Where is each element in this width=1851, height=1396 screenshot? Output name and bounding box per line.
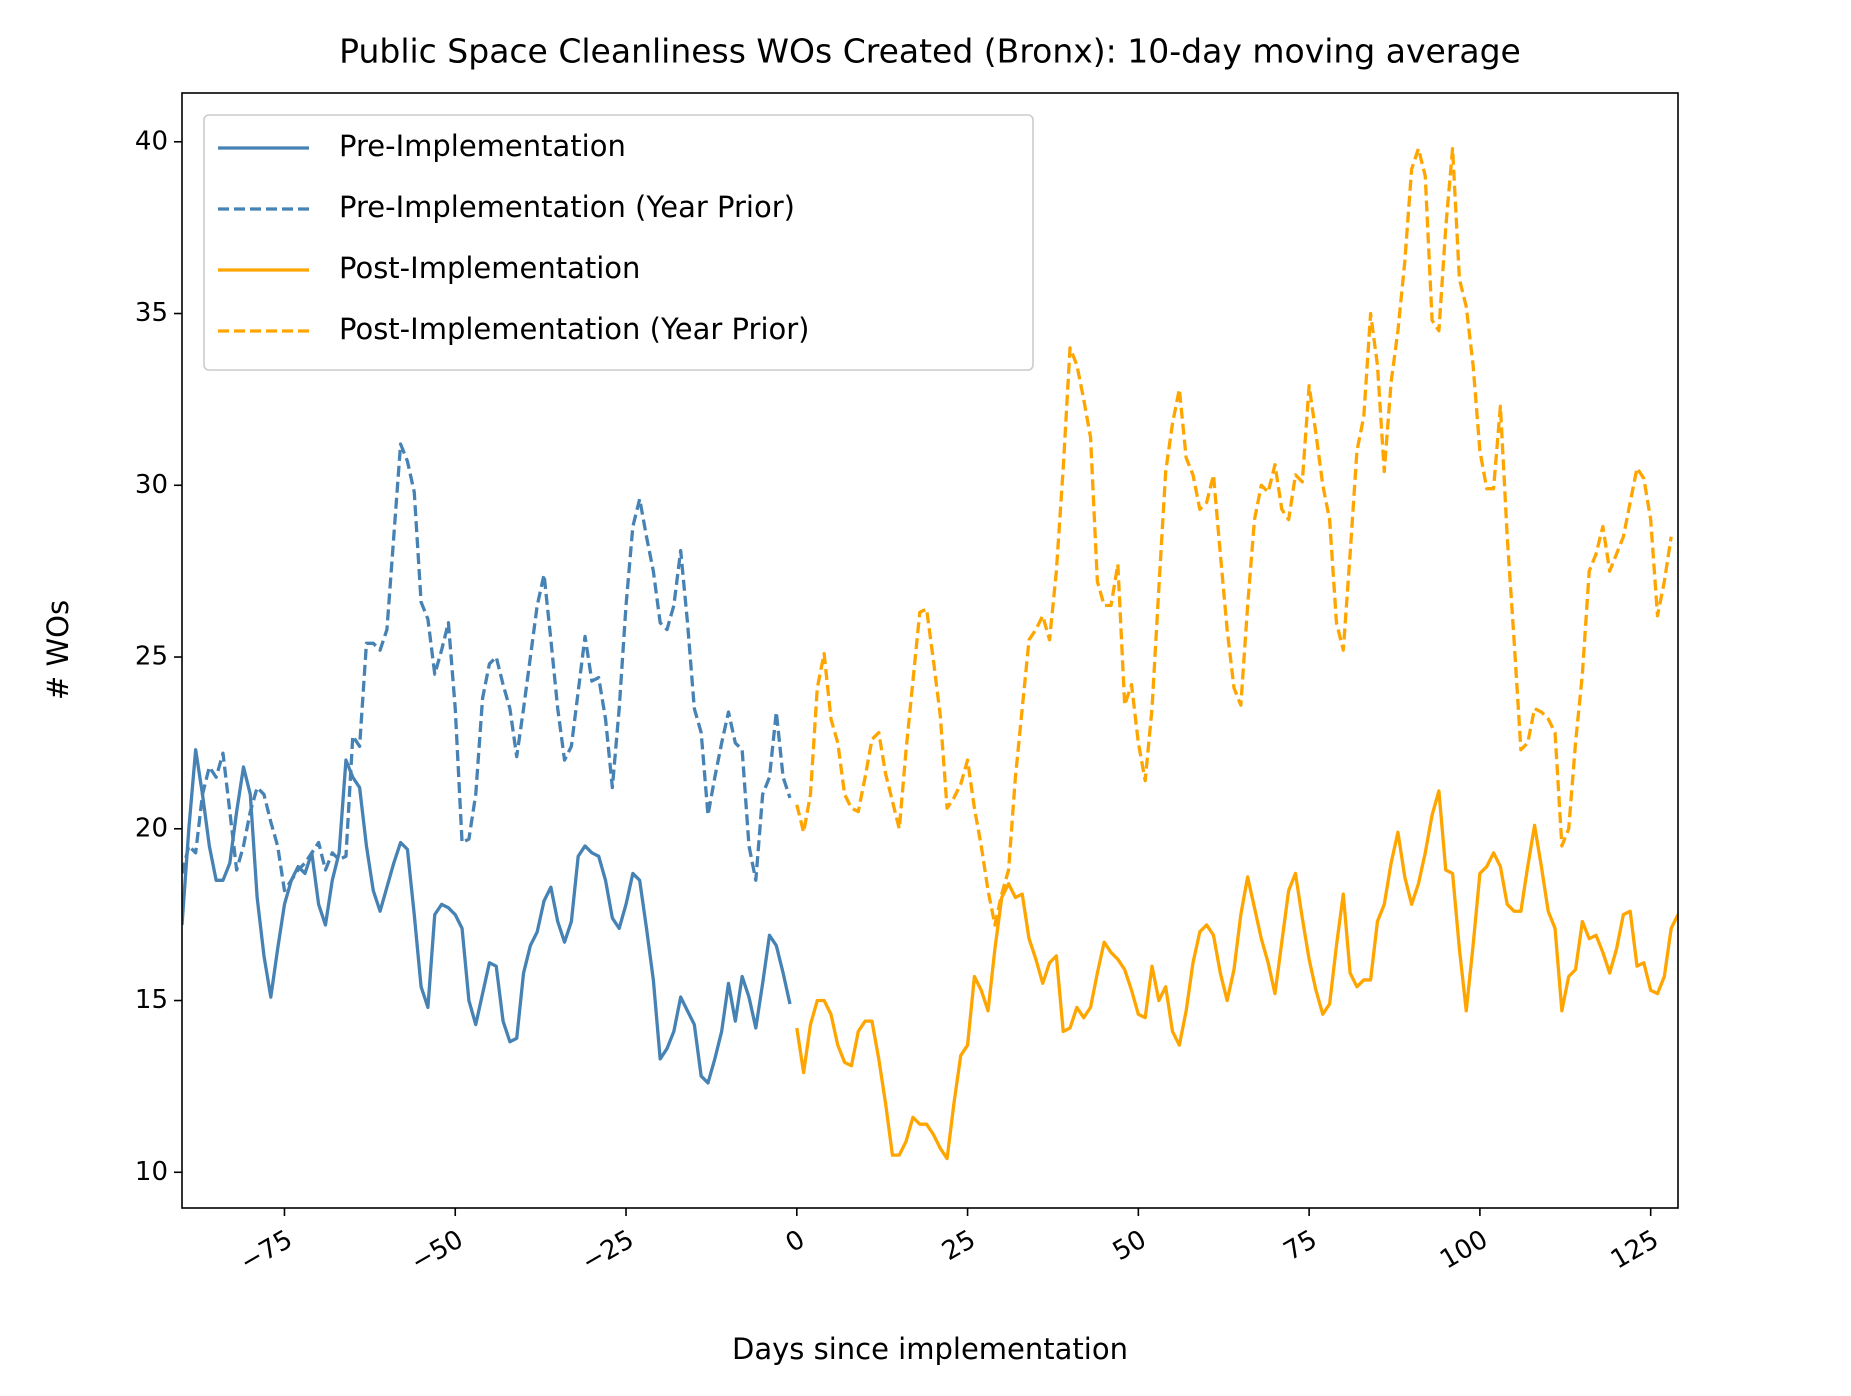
y-tick-label: 25 <box>135 642 168 672</box>
data-line <box>795 789 1678 1161</box>
legend-label: Post-Implementation <box>339 251 640 285</box>
y-tick-label: 20 <box>135 813 168 843</box>
legend-label: Pre-Implementation (Year Prior) <box>339 190 795 224</box>
plot-area <box>182 147 1678 1161</box>
y-tick-label: 15 <box>135 985 168 1015</box>
legend: Pre-Implementation Pre-Implementation (Ye… <box>203 114 1034 371</box>
y-tick-label: 10 <box>135 1157 168 1187</box>
data-line <box>795 147 1673 927</box>
legend-label: Post-Implementation (Year Prior) <box>339 312 810 346</box>
legend-box <box>203 114 1034 371</box>
chart-title: Public Space Cleanliness WOs Created (Br… <box>339 32 1521 71</box>
legend-label: Pre-Implementation <box>339 129 626 163</box>
x-axis-label: Days since implementation <box>732 1332 1128 1366</box>
y-tick-label: 35 <box>135 298 168 328</box>
axes-frame <box>181 92 1679 1209</box>
y-tick-label: 30 <box>135 470 168 500</box>
y-tick-label: 40 <box>135 126 168 156</box>
data-line <box>182 748 792 1085</box>
data-line <box>182 442 792 893</box>
y-axis-label: # WOs <box>41 600 75 700</box>
